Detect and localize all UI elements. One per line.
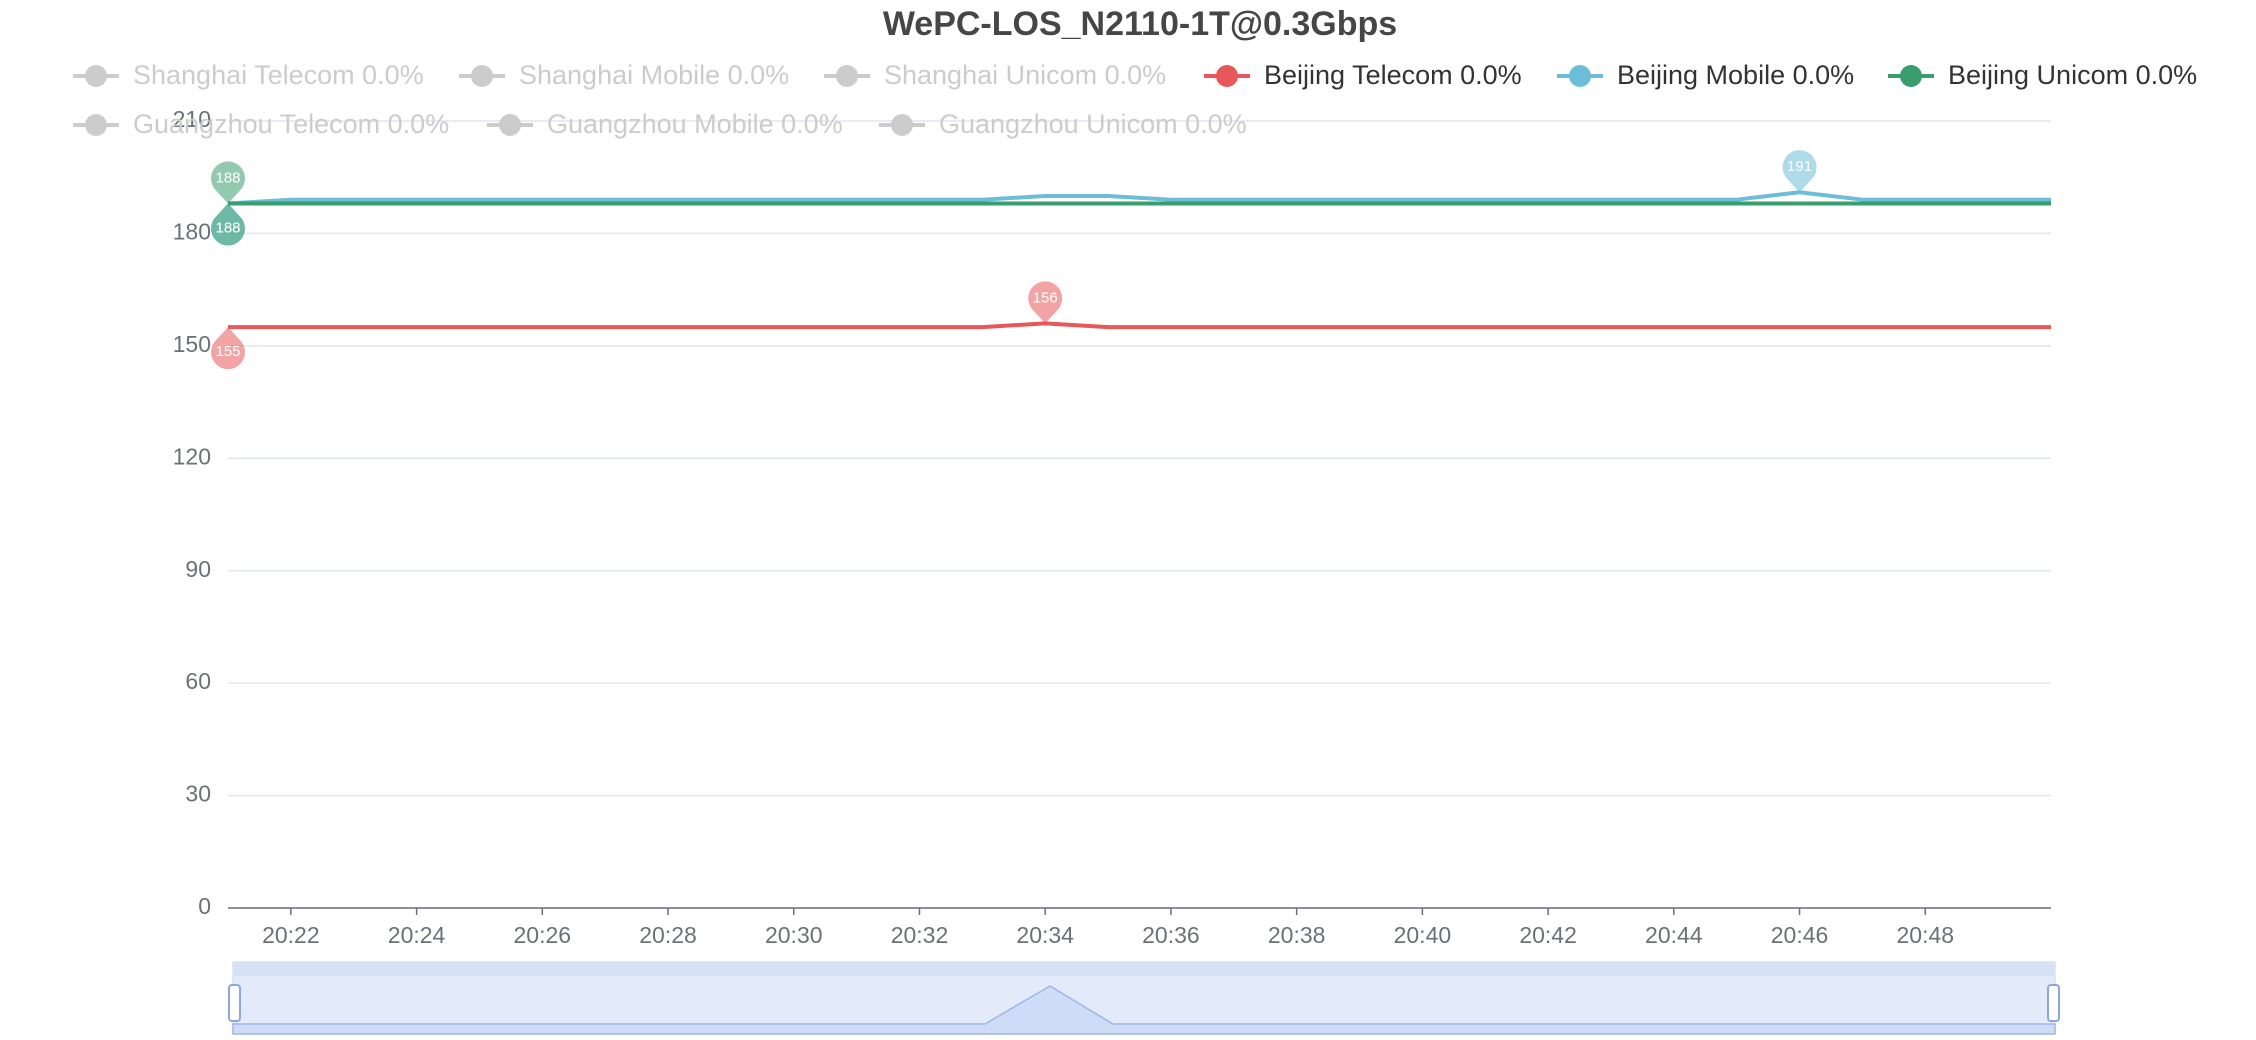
legend-label: Guangzhou Unicom 0.0% <box>939 109 1247 139</box>
mark-point-label: 188 <box>215 169 240 186</box>
legend-item[interactable]: Guangzhou Telecom 0.0% <box>73 109 449 139</box>
legend-item[interactable]: Beijing Telecom 0.0% <box>1204 60 1522 90</box>
x-tick-label: 20:44 <box>1645 922 1703 948</box>
legend-icon-dot <box>836 65 858 87</box>
legend-item[interactable]: Beijing Unicom 0.0% <box>1888 60 2197 90</box>
x-tick-label: 20:30 <box>765 922 823 948</box>
mark-point: 188 <box>211 161 245 204</box>
mark-point-label: 155 <box>215 343 240 360</box>
legend-icon-dot <box>1569 65 1591 87</box>
legend-icon-dot <box>85 114 107 136</box>
mark-point: 188 <box>211 203 245 246</box>
y-tick-label: 30 <box>185 781 211 807</box>
legend-label: Beijing Telecom 0.0% <box>1264 60 1522 90</box>
legend-item[interactable]: Shanghai Unicom 0.0% <box>824 60 1166 90</box>
legend-icon-dot <box>85 65 107 87</box>
y-tick-label: 0 <box>198 893 211 919</box>
mark-point-label: 156 <box>1033 289 1058 306</box>
legend-item[interactable]: Shanghai Mobile 0.0% <box>459 60 789 90</box>
legend-icon-dot <box>891 114 913 136</box>
mark-point: 191 <box>1782 150 1817 193</box>
y-tick-label: 150 <box>173 331 211 357</box>
legend-item[interactable]: Guangzhou Unicom 0.0% <box>879 109 1247 139</box>
legend-label: Beijing Unicom 0.0% <box>1948 60 2197 90</box>
legend-label: Beijing Mobile 0.0% <box>1617 60 1854 90</box>
legend-icon-dot <box>1216 65 1238 87</box>
data-zoom-slider[interactable] <box>228 961 2060 1035</box>
x-tick-label: 20:38 <box>1268 922 1326 948</box>
legend-label: Shanghai Mobile 0.0% <box>519 60 789 90</box>
y-tick-label: 210 <box>173 106 211 132</box>
legend-label: Guangzhou Telecom 0.0% <box>133 109 449 139</box>
mark-pin <box>211 203 245 246</box>
mark-pin <box>211 327 245 370</box>
slider-bar <box>233 962 2055 976</box>
y-tick-label: 180 <box>173 219 211 245</box>
x-tick-label: 20:22 <box>262 922 320 948</box>
x-tick-label: 20:40 <box>1394 922 1452 948</box>
mark-pin <box>1782 150 1817 193</box>
mark-point-label: 191 <box>1787 158 1812 175</box>
chart-title: WePC-LOS_N2110-1T@0.3Gbps <box>883 5 1397 43</box>
legend-item[interactable]: Shanghai Telecom 0.0% <box>73 60 424 90</box>
slider-handle-left[interactable] <box>228 984 241 1022</box>
legend-icon-dot <box>471 65 493 87</box>
x-tick-label: 20:42 <box>1519 922 1577 948</box>
mark-point: 156 <box>1028 281 1063 324</box>
legend-label: Shanghai Unicom 0.0% <box>884 60 1166 90</box>
slider-shadow <box>232 985 2056 1035</box>
legend-icon-dot <box>1900 65 1922 87</box>
mark-pin <box>1028 281 1063 324</box>
mark-pin <box>211 161 245 204</box>
x-tick-label: 20:24 <box>388 922 446 948</box>
x-tick-label: 20:36 <box>1142 922 1200 948</box>
legend-label: Guangzhou Mobile 0.0% <box>547 109 843 139</box>
slider-handle-right[interactable] <box>2047 984 2060 1022</box>
x-tick-label: 20:46 <box>1771 922 1829 948</box>
legend-icon-dot <box>499 114 521 136</box>
y-tick-label: 120 <box>173 443 211 469</box>
legend-label: Shanghai Telecom 0.0% <box>133 60 424 90</box>
series-line <box>227 190 2051 206</box>
y-tick-label: 60 <box>185 668 211 694</box>
y-tick-label: 90 <box>185 556 211 582</box>
x-tick-label: 20:32 <box>891 922 949 948</box>
mark-point: 155 <box>211 327 245 370</box>
x-tick-label: 20:28 <box>639 922 697 948</box>
legend-item[interactable]: Beijing Mobile 0.0% <box>1557 60 1854 90</box>
x-tick-label: 20:48 <box>1896 922 1954 948</box>
legend-item[interactable]: Guangzhou Mobile 0.0% <box>487 109 843 139</box>
x-tick-label: 20:34 <box>1016 922 1074 948</box>
series-line <box>228 321 2051 330</box>
mark-point-label: 188 <box>215 219 240 236</box>
x-tick-label: 20:26 <box>514 922 572 948</box>
